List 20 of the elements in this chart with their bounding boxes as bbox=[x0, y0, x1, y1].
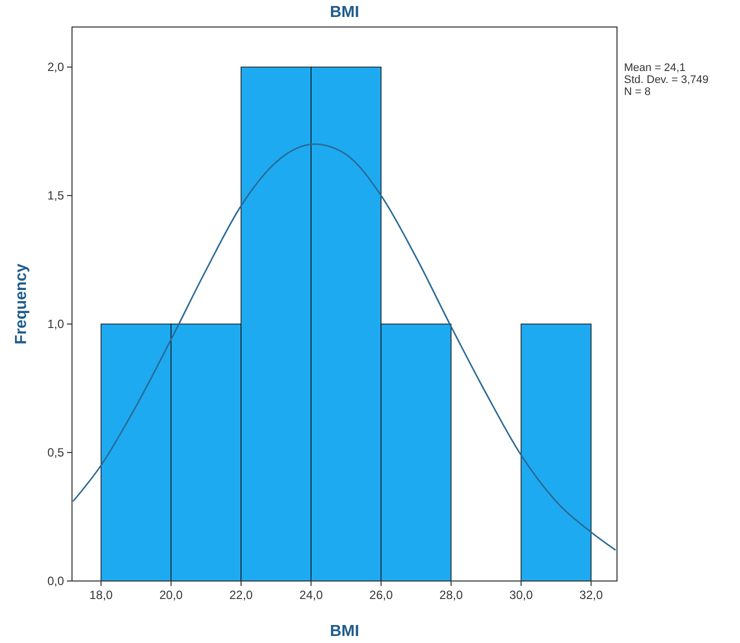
y-tick-label: 1,5 bbox=[47, 188, 64, 203]
text: N = 8 bbox=[624, 86, 651, 98]
x-tick-label: 22,0 bbox=[229, 588, 254, 602]
y-tick-label: 0,0 bbox=[47, 574, 64, 588]
text: Std. Dev. = 3,749 bbox=[624, 74, 708, 86]
line-series bbox=[72, 143, 616, 551]
y-tick-label: 2,0 bbox=[47, 60, 64, 74]
x-tick-label: 24,0 bbox=[299, 588, 324, 602]
x-axis-title: BMI bbox=[330, 623, 360, 640]
x-tick-label: 26,0 bbox=[369, 588, 394, 602]
x-tick-label: 32,0 bbox=[579, 588, 604, 602]
x-tick-label: 18,0 bbox=[89, 588, 114, 602]
y-tick-label: 1,0 bbox=[47, 317, 64, 332]
x-tick-label: 30,0 bbox=[509, 588, 534, 602]
chart-title: BMI bbox=[330, 4, 360, 21]
y-tick-label: 0,5 bbox=[47, 446, 64, 460]
x-tick-label: 20,0 bbox=[159, 588, 184, 602]
y-axis-title: Frequency bbox=[13, 263, 30, 344]
x-tick-label: 28,0 bbox=[439, 588, 464, 602]
text: Mean = 24,1 bbox=[624, 62, 686, 74]
